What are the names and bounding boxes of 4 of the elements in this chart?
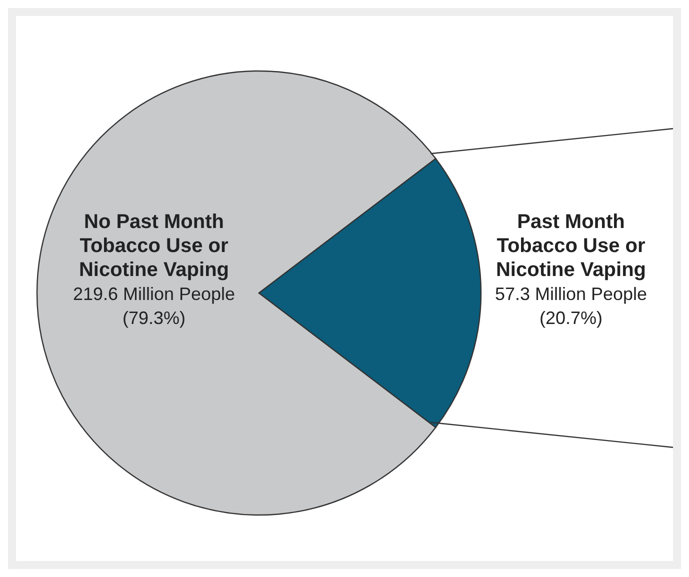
data-label: 57.3 Million People (20.7%) [494,284,648,328]
slice-label: Past Month Tobacco Use or Nicotine Vaping [496,211,646,281]
slice-label: No Past Month Tobacco Use or Nicotine Vaping [78,211,230,281]
data-label: 219.6 Million People (79.3%) [72,284,236,328]
